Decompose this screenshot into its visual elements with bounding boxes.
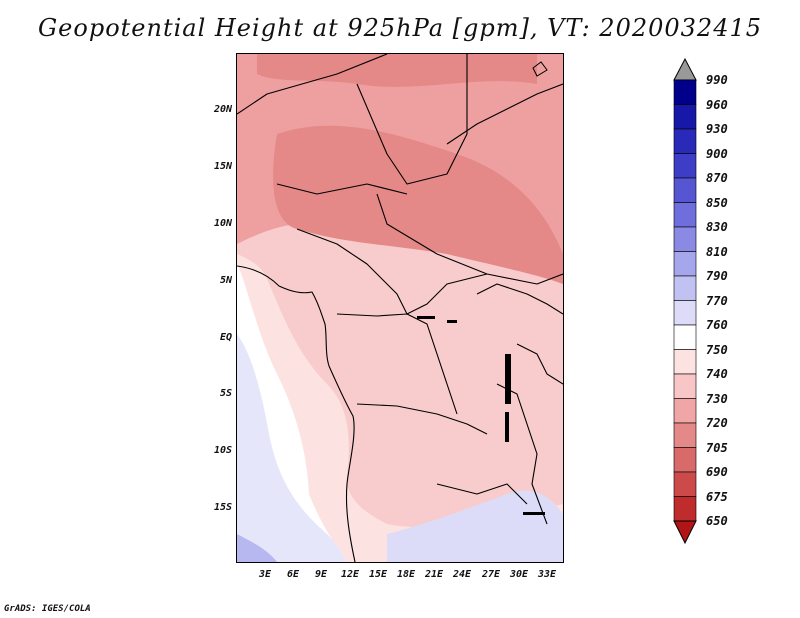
colorbar-box (673, 447, 697, 473)
colorbar (673, 58, 697, 545)
lon-label-12e: 12E (340, 569, 360, 580)
colorbar-label: 720 (706, 416, 728, 430)
colorbar-label: 830 (706, 220, 728, 234)
colorbar-box (673, 300, 697, 326)
colorbar-label: 675 (706, 489, 728, 504)
colorbar-box (673, 373, 697, 399)
colorbar-bottom-arrow (673, 520, 697, 545)
colorbar-label: 870 (706, 171, 728, 185)
lat-label-15s: 15S (213, 502, 232, 513)
colorbar-box (673, 79, 697, 105)
lat-label-10s: 10S (213, 445, 232, 456)
lon-label-3e: 3E (258, 569, 272, 580)
lon-label-21e: 21E (424, 569, 444, 580)
colorbar-box (673, 471, 697, 497)
lon-label-33e: 33E (537, 569, 557, 580)
map-panel (236, 53, 564, 563)
colorbar-box (673, 128, 697, 154)
colorbar-box (673, 275, 697, 301)
colorbar-box (673, 226, 697, 252)
lon-label-15e: 15E (368, 569, 388, 580)
colorbar-label: 900 (706, 146, 728, 161)
colorbar-box (673, 104, 697, 130)
colorbar-box (673, 202, 697, 228)
colorbar-label: 810 (706, 244, 728, 259)
colorbar-label: 960 (706, 97, 728, 112)
lat-label-15n: 15N (213, 161, 232, 172)
lon-label-24e: 24E (452, 569, 472, 580)
lon-label-18e: 18E (396, 569, 416, 580)
colorbar-label: 990 (706, 73, 728, 87)
colorbar-box (673, 398, 697, 424)
colorbar-label: 850 (706, 195, 728, 210)
lat-label-10n: 10N (213, 218, 232, 229)
colorbar-label: 705 (706, 440, 728, 455)
colorbar-label: 650 (706, 514, 728, 528)
colorbar-label: 770 (706, 293, 728, 308)
colorbar-box (673, 324, 697, 350)
lat-label-5n: 5N (219, 275, 232, 286)
colorbar-label: 730 (706, 391, 728, 406)
lon-label-9e: 9E (314, 569, 328, 580)
grads-credit: GrADS: IGES/COLA (4, 604, 91, 614)
map-title: Geopotential Height at 925hPa [gpm], VT:… (38, 14, 762, 42)
colorbar-box (673, 496, 697, 522)
colorbar-top-arrow (673, 58, 697, 81)
lat-label-20n: 20N (213, 104, 232, 115)
lat-label-eq: EQ (219, 332, 232, 343)
geopotential-field (237, 54, 563, 562)
lon-label-6e: 6E (286, 569, 300, 580)
colorbar-label: 740 (706, 367, 728, 381)
colorbar-label: 760 (706, 318, 728, 332)
colorbar-box (673, 349, 697, 375)
colorbar-label: 750 (706, 342, 728, 357)
colorbar-label: 790 (706, 269, 728, 283)
colorbar-label: 690 (706, 465, 728, 479)
colorbar-box (673, 177, 697, 203)
colorbar-label: 930 (706, 122, 728, 136)
colorbar-box (673, 422, 697, 448)
lon-label-30e: 30E (509, 569, 529, 580)
colorbar-box (673, 153, 697, 179)
lat-label-5s: 5S (219, 388, 232, 399)
lon-label-27e: 27E (481, 569, 501, 580)
colorbar-box (673, 251, 697, 277)
